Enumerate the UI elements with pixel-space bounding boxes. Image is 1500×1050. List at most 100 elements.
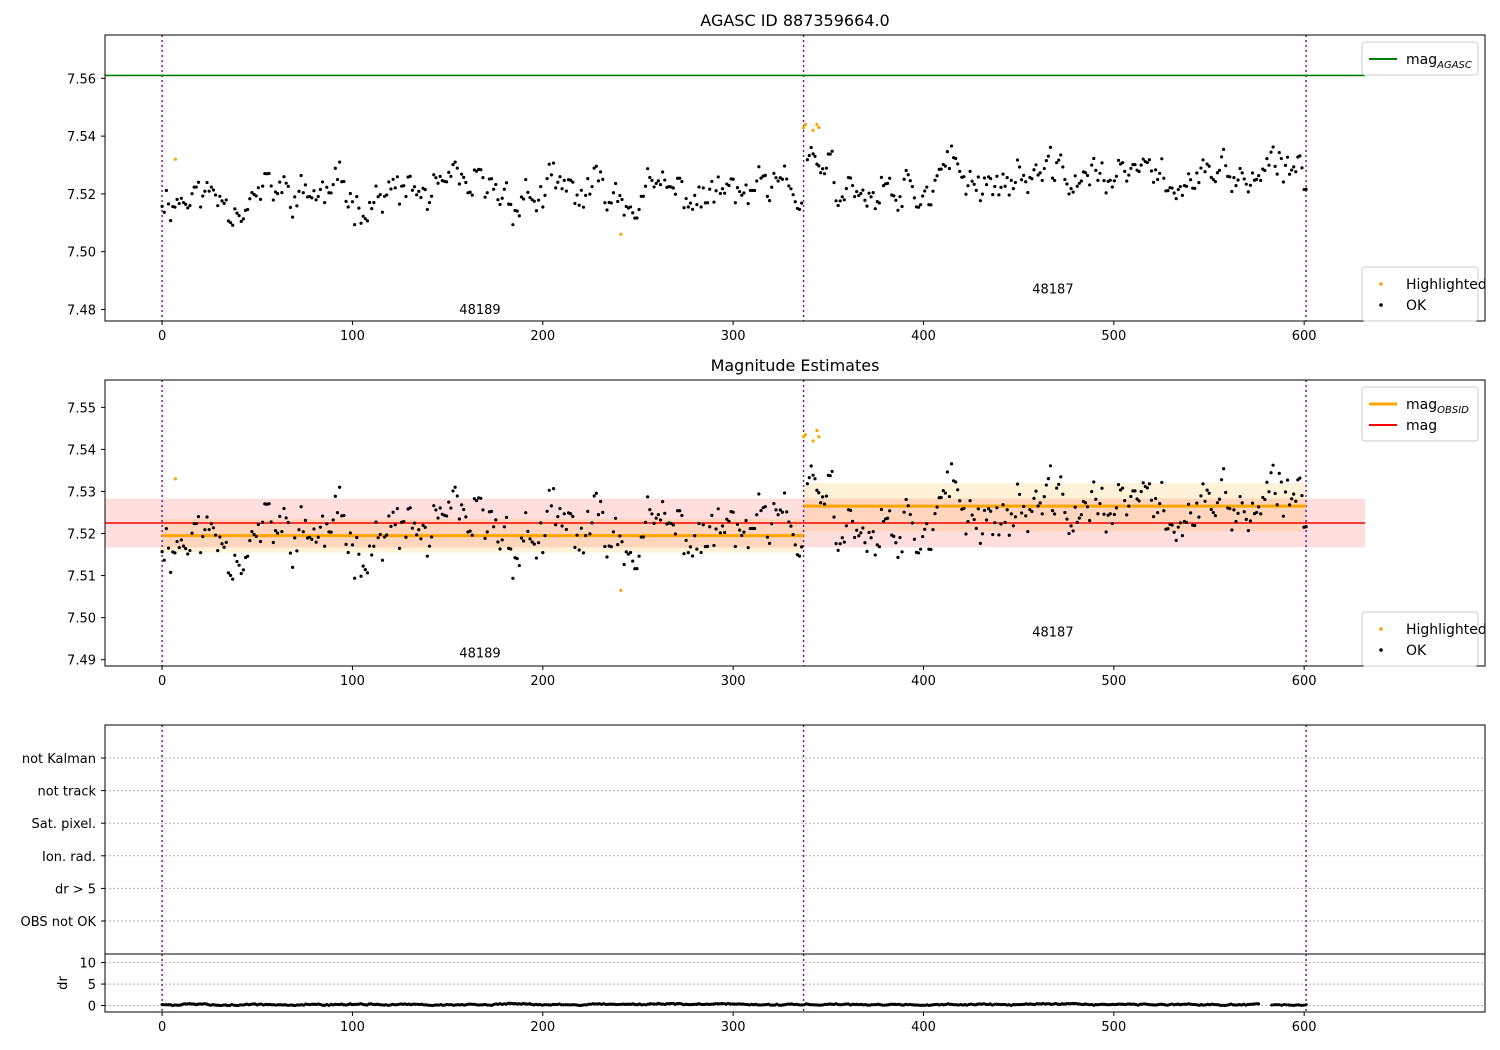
series-dr [160, 1001, 1308, 1008]
data-point [873, 553, 877, 557]
data-point [1304, 525, 1308, 529]
data-point [594, 491, 598, 495]
data-point [186, 552, 190, 556]
data-point [954, 156, 958, 161]
data-point [1034, 489, 1038, 493]
data-point [1279, 156, 1283, 161]
data-point [1098, 501, 1102, 506]
data-point [613, 181, 618, 186]
data-point [1176, 525, 1180, 529]
data-point [526, 529, 530, 533]
data-point [288, 551, 293, 555]
data-point [361, 214, 365, 218]
data-point [1139, 490, 1143, 494]
data-point [611, 191, 616, 195]
x-tick-label: 600 [1292, 1020, 1317, 1035]
data-point [817, 125, 821, 130]
data-point [648, 508, 652, 512]
data-point [652, 521, 656, 525]
data-point [995, 506, 999, 510]
data-point [438, 506, 442, 510]
data-point [1180, 534, 1184, 538]
data-point [325, 185, 329, 189]
y-tick-label: 10 [79, 957, 96, 972]
data-point [1180, 193, 1184, 197]
data-point [898, 195, 902, 199]
data-point [367, 200, 372, 205]
data-point [1073, 505, 1077, 509]
data-point [740, 533, 744, 538]
data-point [464, 180, 468, 185]
x-tick-label: 200 [530, 329, 555, 344]
data-point [1232, 176, 1236, 180]
data-point [813, 154, 817, 158]
data-point [1203, 499, 1207, 503]
data-point [705, 201, 710, 205]
data-point [419, 537, 423, 541]
data-point [228, 573, 233, 577]
data-point [1290, 168, 1294, 172]
data-point [1110, 521, 1114, 526]
data-point [1265, 157, 1269, 161]
data-point [1149, 169, 1154, 173]
data-point [832, 180, 836, 185]
data-point [842, 540, 846, 544]
data-point [224, 540, 228, 544]
x-tick-label: 0 [158, 674, 166, 689]
data-point [470, 193, 474, 197]
data-point [376, 195, 380, 199]
data-point [710, 513, 714, 517]
data-point [532, 199, 536, 203]
data-point [1092, 480, 1096, 484]
data-point [871, 190, 875, 195]
data-point [1294, 499, 1298, 503]
data-point [1001, 172, 1005, 176]
data-point [1255, 177, 1259, 182]
data-point [194, 185, 198, 189]
data-point [342, 513, 346, 518]
data-point [1011, 186, 1015, 191]
data-point [738, 528, 742, 532]
data-point [1112, 512, 1116, 517]
data-point [1211, 177, 1215, 182]
data-point [1156, 510, 1160, 515]
data-point [365, 571, 370, 575]
data-point [1046, 154, 1051, 158]
data-point [867, 530, 871, 535]
data-point [365, 219, 370, 223]
data-point [1133, 163, 1137, 167]
data-point [346, 205, 350, 209]
data-point [1090, 163, 1094, 167]
data-point [803, 433, 808, 437]
legend-marker [1379, 282, 1383, 286]
data-point [947, 494, 952, 499]
data-point [1287, 503, 1292, 507]
data-point [782, 491, 787, 495]
data-point [199, 205, 203, 209]
data-point [861, 526, 865, 530]
data-point [656, 512, 660, 517]
data-point [511, 576, 515, 580]
data-point [536, 198, 541, 202]
data-point [757, 492, 761, 496]
data-point [233, 553, 237, 557]
data-point [451, 489, 455, 493]
data-point [1213, 180, 1217, 184]
data-point [616, 542, 620, 547]
data-point [991, 532, 995, 537]
data-point [558, 506, 562, 511]
data-point [686, 551, 690, 555]
data-point [619, 232, 623, 236]
data-point [1211, 510, 1215, 515]
data-point [618, 534, 622, 538]
data-point [415, 533, 419, 537]
data-point [318, 187, 322, 192]
data-point [1024, 180, 1028, 184]
data-point [609, 545, 613, 549]
data-point [1267, 490, 1271, 494]
data-point [1077, 516, 1081, 520]
data-point [793, 200, 797, 204]
data-point [1287, 1003, 1291, 1007]
data-point [817, 435, 821, 439]
data-point [1294, 1003, 1298, 1007]
